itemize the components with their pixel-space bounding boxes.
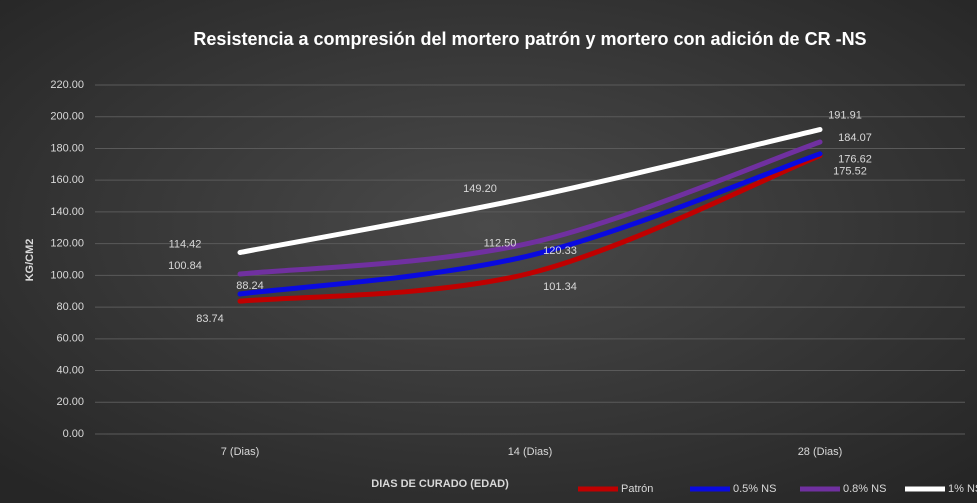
y-axis-title: KG/CM2 — [24, 239, 36, 282]
x-tick-label: 7 (Dias) — [221, 446, 260, 458]
y-tick-label: 80.00 — [56, 301, 84, 313]
legend-label: 0.5% NS — [733, 483, 776, 495]
data-label: 83.74 — [196, 313, 224, 325]
y-tick-label: 60.00 — [56, 333, 84, 345]
data-label: 88.24 — [236, 280, 264, 292]
series-line — [237, 127, 823, 255]
y-tick-label: 0.00 — [63, 428, 84, 440]
data-label: 101.34 — [543, 281, 577, 293]
y-tick-label: 100.00 — [50, 269, 84, 281]
series-line — [237, 153, 823, 304]
legend-label: 0.8% NS — [843, 483, 886, 495]
x-tick-label: 14 (Dias) — [508, 446, 553, 458]
chart-title: Resistencia a compresión del mortero pat… — [193, 29, 866, 49]
series-line — [237, 151, 823, 297]
data-label: 149.20 — [463, 183, 497, 195]
y-tick-label: 20.00 — [56, 396, 84, 408]
data-label: 191.91 — [828, 109, 862, 121]
data-label: 120.33 — [543, 245, 577, 257]
legend-label: Patrón — [621, 483, 653, 495]
series-line — [237, 139, 823, 277]
data-label: 114.42 — [169, 238, 202, 250]
y-tick-label: 220.00 — [50, 79, 84, 91]
x-axis-title: DIAS DE CURADO (EDAD) — [371, 478, 509, 490]
y-tick-label: 180.00 — [50, 142, 84, 154]
legend-label: 1% NS — [948, 483, 977, 495]
y-tick-label: 160.00 — [50, 174, 84, 186]
y-tick-label: 140.00 — [50, 206, 84, 218]
y-tick-label: 200.00 — [50, 111, 84, 123]
data-label: 176.62 — [838, 154, 872, 166]
data-label: 112.50 — [484, 237, 517, 249]
data-label: 100.84 — [168, 260, 202, 272]
y-tick-label: 40.00 — [56, 364, 84, 376]
data-label: 175.52 — [833, 165, 867, 177]
x-tick-label: 28 (Dias) — [798, 446, 843, 458]
data-label: 184.07 — [838, 132, 872, 144]
y-tick-label: 120.00 — [50, 238, 84, 250]
